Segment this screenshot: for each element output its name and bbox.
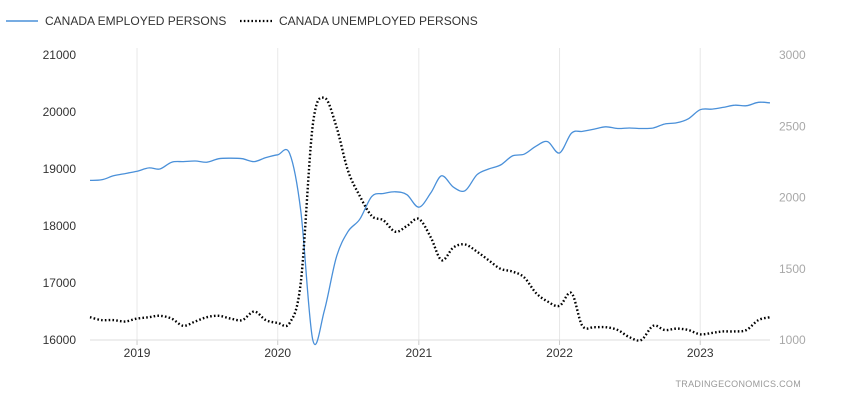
y-left-tick-label: 18000 bbox=[43, 219, 77, 233]
y-left-tick-label: 16000 bbox=[43, 333, 77, 347]
x-axis: 2019 2020 2021 2022 2023 bbox=[90, 339, 770, 360]
y-axis-left: 16000 17000 18000 19000 20000 21000 bbox=[43, 48, 77, 347]
y-axis-right: 1000 1500 2000 2500 3000 bbox=[779, 48, 806, 347]
series-line-unemployed bbox=[89, 96, 771, 342]
legend-label-employed: CANADA EMPLOYED PERSONS bbox=[45, 14, 226, 28]
series-group bbox=[89, 96, 771, 345]
x-tick-label: 2019 bbox=[124, 346, 151, 360]
y-right-tick-label: 3000 bbox=[779, 48, 806, 62]
series-line-employed bbox=[89, 101, 771, 345]
y-right-tick-label: 1000 bbox=[779, 333, 806, 347]
y-left-tick-label: 20000 bbox=[43, 105, 77, 119]
y-left-tick-label: 17000 bbox=[43, 276, 77, 290]
y-left-tick-label: 21000 bbox=[43, 48, 77, 62]
chart-legend: CANADA EMPLOYED PERSONS CANADA UNEMPLOYE… bbox=[6, 14, 478, 28]
watermark: TRADINGECONOMICS.COM bbox=[675, 379, 801, 389]
x-tick-label: 2022 bbox=[546, 346, 573, 360]
x-tick-label: 2021 bbox=[405, 346, 432, 360]
legend-label-unemployed: CANADA UNEMPLOYED PERSONS bbox=[279, 14, 478, 28]
y-left-tick-label: 19000 bbox=[43, 162, 77, 176]
chart-grid bbox=[136, 48, 701, 340]
y-right-tick-label: 1500 bbox=[779, 262, 806, 276]
y-right-tick-label: 2000 bbox=[779, 191, 806, 205]
x-tick-label: 2020 bbox=[264, 346, 291, 360]
y-right-tick-label: 2500 bbox=[779, 119, 806, 133]
x-tick-label: 2023 bbox=[687, 346, 714, 360]
